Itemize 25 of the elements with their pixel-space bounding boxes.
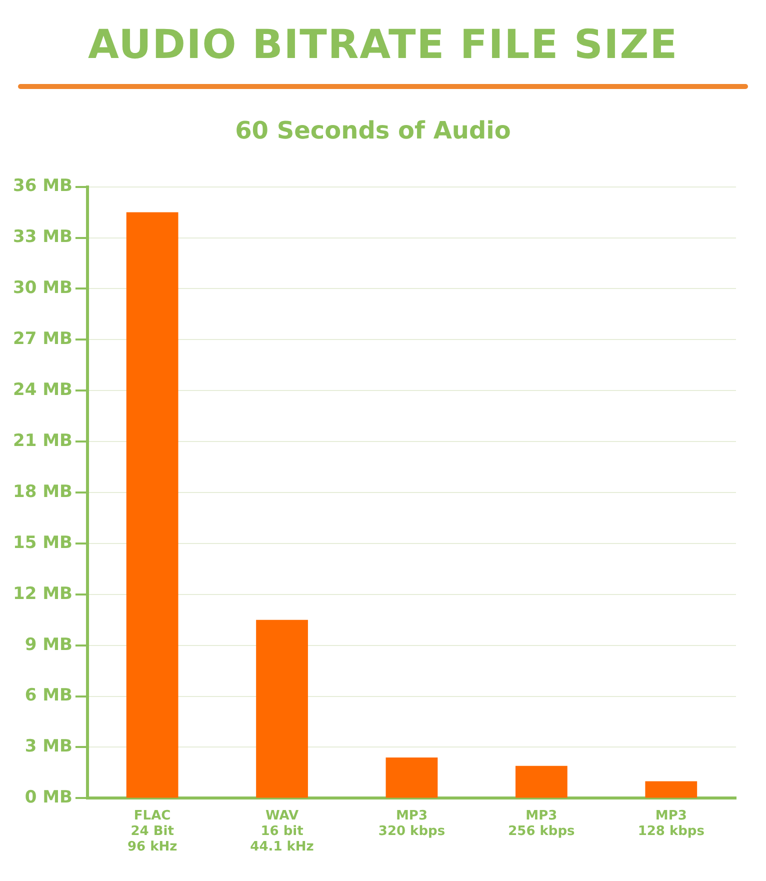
y-tick-label: 33 MB	[12, 227, 72, 248]
x-tick-label: MP3 128 kbps	[638, 808, 705, 839]
x-tick-label: WAV 16 bit 44.1 kHz	[250, 808, 314, 855]
y-tick-label: 36 MB	[12, 176, 72, 196]
y-tick-label: 30 MB	[12, 278, 72, 298]
chart-subtitle: 60 Seconds of Audio	[235, 116, 511, 145]
chart-title: AUDIO BITRATE FILE SIZE	[86, 22, 680, 70]
bar	[126, 212, 178, 798]
y-tick-label: 0 MB	[24, 788, 72, 808]
y-tick-label: 24 MB	[12, 380, 72, 400]
x-tick-label: FLAC 24 Bit 96 kHz	[127, 808, 178, 855]
bar	[515, 766, 568, 798]
y-tick-label: 6 MB	[24, 686, 72, 706]
bar	[256, 620, 308, 798]
y-tick-label: 18 MB	[12, 482, 72, 502]
bar	[386, 757, 438, 798]
y-tick-label: 15 MB	[12, 532, 72, 553]
y-tick-label: 9 MB	[24, 634, 72, 655]
x-tick-label: MP3 256 kbps	[508, 808, 576, 839]
y-tick-label: 12 MB	[12, 584, 72, 604]
y-tick-label: 3 MB	[24, 736, 72, 757]
x-tick-label: MP3 320 kbps	[378, 808, 446, 839]
y-tick-label: 21 MB	[12, 430, 72, 451]
bar	[645, 781, 698, 798]
y-tick-label: 27 MB	[12, 329, 72, 350]
